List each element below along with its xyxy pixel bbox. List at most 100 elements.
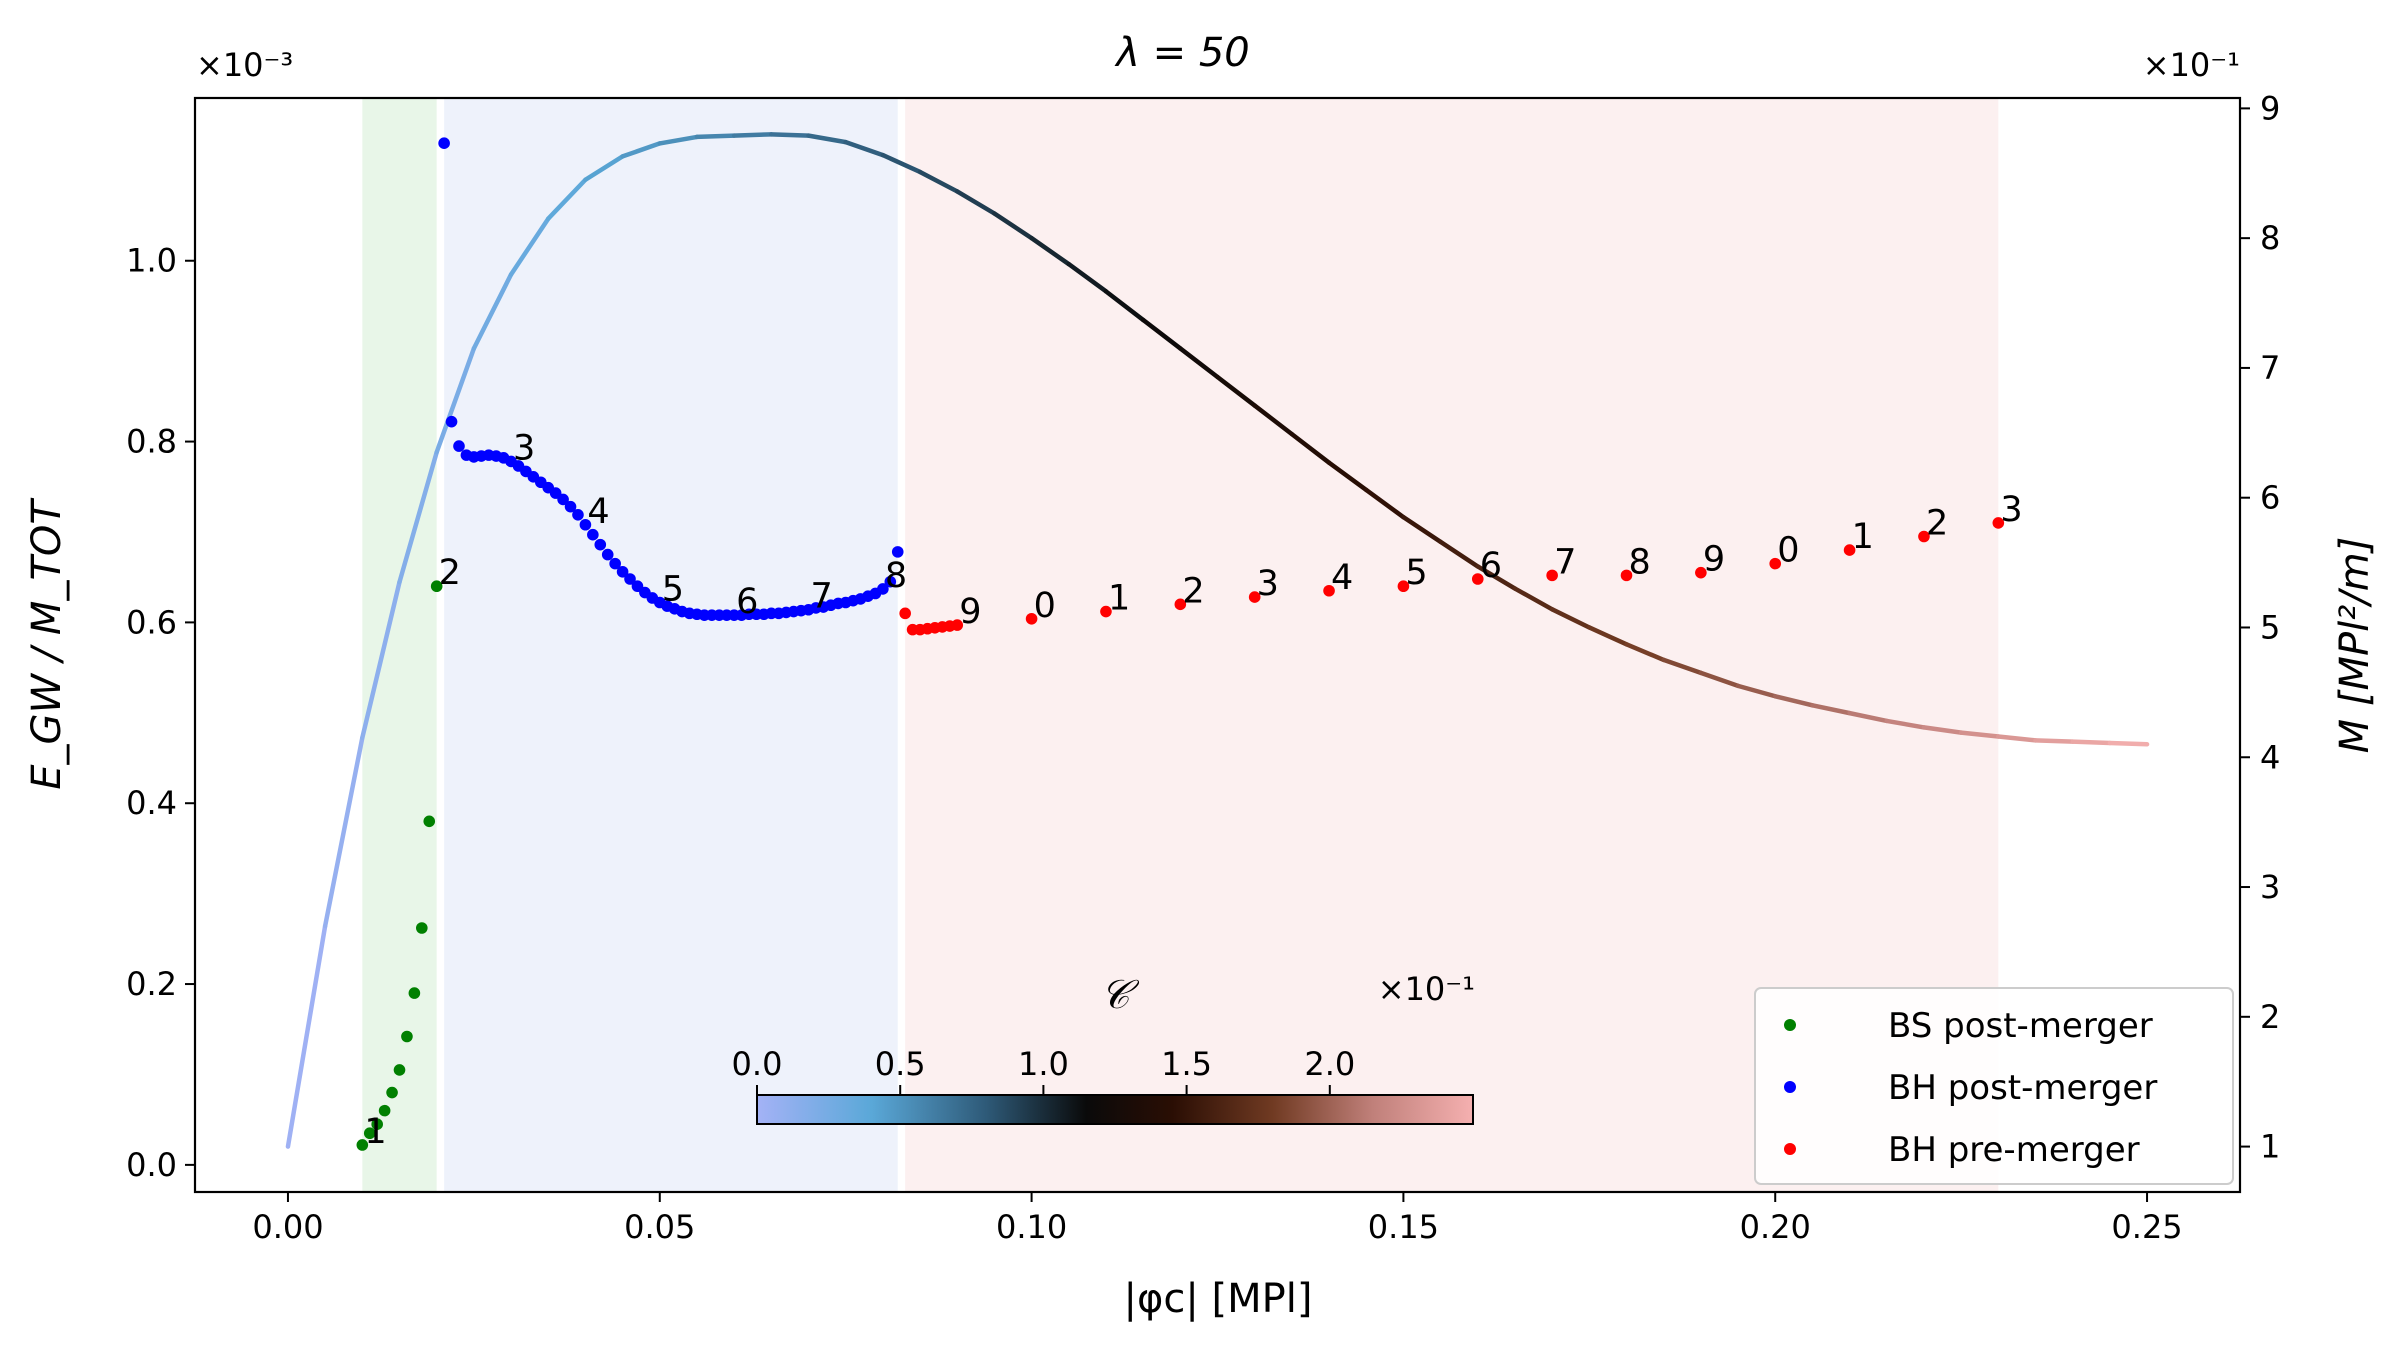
mass-curve-segment <box>1438 539 1481 569</box>
mass-curve-segment <box>2107 740 2150 747</box>
point-annotation: 6 <box>736 582 758 622</box>
y-tick-label: 0.0 <box>126 1146 177 1184</box>
y2-tick-label: 7 <box>2260 349 2280 387</box>
x-tick-label: 0.15 <box>1368 1208 1439 1246</box>
bs-post-merger-point <box>371 1118 383 1130</box>
bh-post-merger-point <box>438 137 450 150</box>
colorbar-tick-label: 2.0 <box>1304 1045 1355 1083</box>
mass-curve-segment <box>1252 403 1295 437</box>
mass-curve-segment <box>2070 739 2113 746</box>
mass-curve-segment <box>1587 625 1629 647</box>
point-annotation: 9 <box>1703 540 1725 580</box>
bh-post-merger-point <box>557 493 569 506</box>
mass-curve-segment <box>1996 734 2038 743</box>
bs-post-merger-point <box>363 1127 376 1140</box>
bh-pre-merger-point <box>951 619 964 631</box>
mass-curve-segment <box>917 169 960 194</box>
bh-post-merger-point <box>884 575 897 588</box>
mass-curve-segment <box>545 177 588 221</box>
bh-pre-merger-point <box>1100 605 1112 618</box>
legend-label: BH post-merger <box>1888 1068 2157 1108</box>
x-tick-label: 0.00 <box>252 1208 323 1246</box>
colorbar-tick-label: 1.5 <box>1161 1045 1212 1083</box>
x-tick-label: 0.25 <box>2111 1208 2182 1246</box>
y-tick-label: 0.4 <box>126 784 177 822</box>
mass-curve-segment <box>2033 738 2075 744</box>
mass-curve-segment <box>1066 261 1109 294</box>
mass-curve-segment <box>1401 514 1443 545</box>
scatter-series <box>356 137 2005 1151</box>
y2-tick-label: 5 <box>2260 608 2280 646</box>
bh-pre-merger-point <box>1843 544 1856 556</box>
y2-tick-label: 4 <box>2260 738 2280 776</box>
colorbar-tick-label: 1.0 <box>1018 1045 1069 1083</box>
bh-pre-merger-point <box>1546 569 1558 582</box>
y2-tick-label: 8 <box>2260 219 2280 257</box>
point-annotation: 3 <box>513 428 535 468</box>
mass-curve-segment <box>954 189 997 216</box>
mass-curve-segment <box>1103 289 1146 323</box>
point-annotations: 1 2 3 4 5 6 7 8 9 0 1 2 3 4 5 6 7 8 9 0 1 2 3 <box>364 428 2022 1152</box>
colorbar-ticks: 0.0 0.5 1.0 1.5 2.0 <box>732 1045 1355 1095</box>
mass-curve-segment <box>1363 487 1406 520</box>
bh-pre-merger-point <box>1918 530 1930 543</box>
y-tick-label: 0.2 <box>126 965 177 1003</box>
point-annotation: 7 <box>1554 542 1576 582</box>
bs-post-merger-point <box>393 1064 406 1076</box>
colorbar-gradient <box>756 1094 1474 1125</box>
mass-curve-segment <box>397 450 439 585</box>
mass-curve-segment <box>1661 657 1704 676</box>
bs-post-merger-point <box>356 1139 369 1151</box>
bs-post-merger-point <box>430 580 443 593</box>
shaded-regions <box>362 98 1999 1192</box>
mass-curve-segment <box>1847 710 1890 724</box>
mass-curve-segment <box>769 132 811 138</box>
bh-pre-merger-point <box>1025 612 1038 625</box>
point-annotation: 0 <box>1034 586 1056 626</box>
point-annotation: 4 <box>587 492 609 532</box>
point-annotation: 2 <box>1926 504 1948 544</box>
mass-curve-segment <box>1735 683 1778 699</box>
mass-curve-segment <box>806 133 848 145</box>
bh-pre-merger-point <box>1323 584 1335 597</box>
bh-pre-merger-point <box>899 607 911 620</box>
mass-curve-segment <box>1140 317 1183 351</box>
bs-post-merger-point <box>386 1086 398 1099</box>
mass-curve-segment <box>992 211 1034 241</box>
mass-curve-segment <box>1921 725 1964 735</box>
mass-curve-segment <box>508 216 551 277</box>
bh-post-merger-point <box>587 528 599 541</box>
bh-post-merger-point <box>891 546 904 558</box>
legend-label: BH pre-merger <box>1888 1130 2140 1170</box>
mass-curve-segment <box>1772 694 1815 708</box>
x-tick-label: 0.05 <box>624 1208 695 1246</box>
point-annotation: 3 <box>1257 564 1279 604</box>
colorbar: 𝒞 ×10⁻¹ 0.0 0.5 1.0 1.5 2.0 <box>732 970 1475 1125</box>
mass-curve-segment <box>360 579 402 741</box>
mass-curve-segment <box>322 735 365 929</box>
mass-curve-segment <box>1810 703 1852 716</box>
x-axis-label: |φc| [MPl] <box>1123 1276 1312 1322</box>
legend-label: BS post-merger <box>1888 1006 2153 1046</box>
bh-pre-merger-point <box>1695 566 1707 579</box>
mass-curve-segment <box>471 272 514 351</box>
bh-pre-merger-point <box>1397 580 1410 593</box>
mass-curve-segment <box>694 133 737 140</box>
mass-curve-segment <box>731 132 774 138</box>
colorbar-tick-label: 0.5 <box>875 1045 926 1083</box>
bh-post-merger-point <box>594 538 607 551</box>
point-annotation: 5 <box>1405 553 1427 593</box>
bs-post-merger-point <box>416 922 428 934</box>
x-tick-label: 0.20 <box>1740 1208 1811 1246</box>
mass-curve-segment <box>1698 670 1741 689</box>
mass-curve-segment <box>434 346 477 455</box>
mass-curve-segment <box>1326 460 1369 493</box>
y2-tick-label: 2 <box>2260 998 2280 1036</box>
legend-marker <box>1784 1019 1796 1031</box>
y-axis-ticks: 0.0 0.2 0.4 0.6 0.8 1.0 <box>126 242 195 1184</box>
point-annotation: 8 <box>1629 542 1651 582</box>
point-annotation: 0 <box>1777 531 1799 571</box>
colorbar-offset-label: ×10⁻¹ <box>1378 970 1475 1008</box>
mass-curve-segment <box>1958 730 2001 739</box>
